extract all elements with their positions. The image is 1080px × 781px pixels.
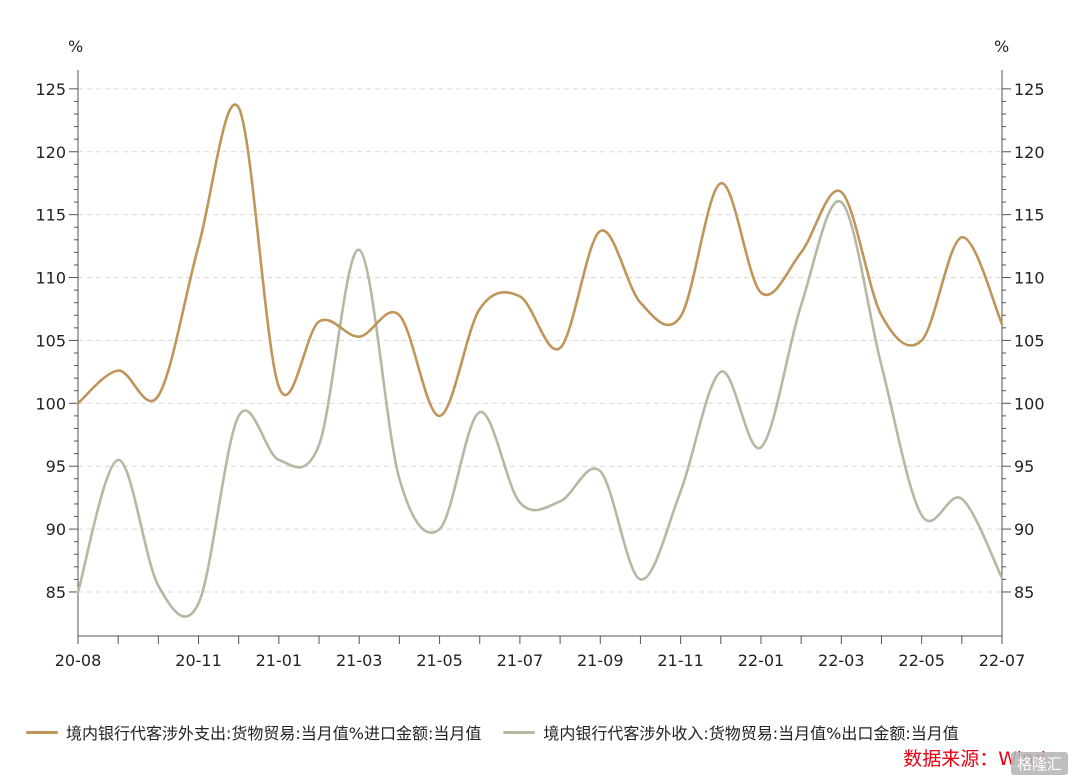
series-lines (76, 103, 1004, 618)
legend-item-import: 境内银行代客涉外支出:货物贸易:当月值%进口金额:当月值 (26, 720, 481, 744)
x-tick-label-22-07: 22-07 (979, 651, 1026, 670)
legend: 境内银行代客涉外支出:货物贸易:当月值%进口金额:当月值 境内银行代客涉外收入:… (26, 718, 1066, 746)
right-y-unit: % (994, 37, 1009, 56)
x-tick-label-22-05: 22-05 (898, 651, 945, 670)
legend-item-export: 境内银行代客涉外收入:货物贸易:当月值%出口金额:当月值 (503, 720, 959, 744)
x-tick-label-20-08: 20-08 (55, 651, 102, 670)
left-tick-label-125: 125 (35, 80, 66, 99)
x-tick-label-21-07: 21-07 (497, 651, 544, 670)
line-chart: 85 85 90 90 95 95 100 100 105 105 110 110 115 115 120 1… (35, 37, 1044, 670)
left-tick-label-85: 85 (46, 583, 66, 602)
right-tick-label-110: 110 (1014, 269, 1045, 288)
x-tick-label-21-01: 21-01 (256, 651, 303, 670)
left-tick-label-110: 110 (35, 269, 66, 288)
x-tick-label-21-03: 21-03 (336, 651, 383, 670)
legend-label-export: 境内银行代客涉外收入:货物贸易:当月值%出口金额:当月值 (543, 724, 959, 743)
tick-marks (69, 88, 1011, 644)
right-tick-label-115: 115 (1014, 206, 1045, 225)
legend-label-import: 境内银行代客涉外支出:货物贸易:当月值%进口金额:当月值 (66, 724, 482, 743)
import-expenditure-series-line (76, 103, 1004, 418)
gridlines (78, 88, 1002, 593)
right-tick-label-100: 100 (1014, 394, 1045, 413)
legend-swatch-export (503, 730, 536, 734)
left-tick-label-115: 115 (35, 206, 66, 225)
x-tick-label-21-11: 21-11 (657, 651, 704, 670)
right-tick-label-95: 95 (1014, 457, 1034, 476)
left-tick-label-95: 95 (46, 457, 66, 476)
right-tick-label-85: 85 (1014, 583, 1034, 602)
left-tick-label-90: 90 (46, 520, 66, 539)
right-tick-label-90: 90 (1014, 520, 1034, 539)
x-tick-label-21-09: 21-09 (577, 651, 624, 670)
tick-labels: 85 85 90 90 95 95 100 100 105 105 110 110 115 115 120 1… (35, 80, 1044, 670)
left-y-unit: % (68, 37, 83, 56)
x-tick-label-22-01: 22-01 (738, 651, 785, 670)
watermark-logo: 格隆汇 (1010, 752, 1068, 775)
data-source: 数据来源：Wind (903, 748, 1046, 770)
left-tick-label-120: 120 (35, 143, 66, 162)
right-tick-label-120: 120 (1014, 143, 1045, 162)
right-tick-label-125: 125 (1014, 80, 1045, 99)
right-tick-label-105: 105 (1014, 331, 1045, 350)
x-tick-label-21-05: 21-05 (416, 651, 463, 670)
export-income-series-line (76, 199, 1004, 618)
left-tick-label-100: 100 (35, 394, 66, 413)
x-tick-label-22-03: 22-03 (818, 651, 865, 670)
legend-swatch-import (26, 730, 58, 734)
left-tick-label-105: 105 (35, 331, 66, 350)
x-tick-label-20-11: 20-11 (175, 651, 222, 670)
